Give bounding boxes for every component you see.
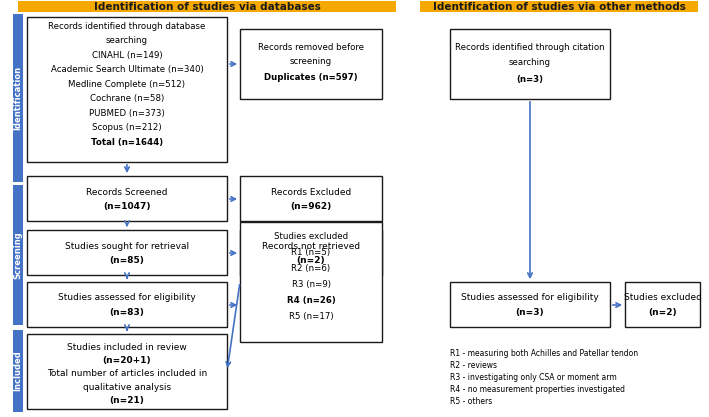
Text: CINAHL (n=149): CINAHL (n=149) <box>91 50 162 60</box>
Text: Scopus (n=212): Scopus (n=212) <box>92 123 162 132</box>
Text: Records Screened: Records Screened <box>86 188 168 196</box>
Text: Studies excluded: Studies excluded <box>274 231 348 241</box>
Bar <box>13 185 23 325</box>
Text: searching: searching <box>509 58 551 66</box>
Text: Identification of studies via databases: Identification of studies via databases <box>94 2 320 12</box>
Text: Included: Included <box>13 351 23 392</box>
Text: Academic Search Ultimate (n=340): Academic Search Ultimate (n=340) <box>50 65 203 74</box>
Bar <box>18 1 396 12</box>
Text: Identification: Identification <box>13 66 23 130</box>
Text: Identification of studies via other methods: Identification of studies via other meth… <box>432 2 686 12</box>
Text: (n=85): (n=85) <box>110 256 145 264</box>
Bar <box>27 17 227 162</box>
Text: Cochrane (n=58): Cochrane (n=58) <box>90 94 164 103</box>
Text: Studies assessed for eligibility: Studies assessed for eligibility <box>58 294 196 302</box>
Bar <box>27 230 227 275</box>
Text: Total (n=1644): Total (n=1644) <box>91 138 163 146</box>
Text: Medline Complete (n=512): Medline Complete (n=512) <box>69 80 186 88</box>
Bar <box>27 282 227 327</box>
Text: Records identified through citation: Records identified through citation <box>455 43 605 52</box>
Text: (n=962): (n=962) <box>291 201 332 211</box>
Bar <box>13 14 23 182</box>
Bar <box>450 29 610 99</box>
Text: R2 - reviews: R2 - reviews <box>450 361 497 370</box>
Bar <box>240 29 382 99</box>
Text: R3 - investigating only CSA or moment arm: R3 - investigating only CSA or moment ar… <box>450 373 617 382</box>
Text: PUBMED (n=373): PUBMED (n=373) <box>89 108 165 118</box>
Text: (n=20+1): (n=20+1) <box>103 357 151 365</box>
Text: screening: screening <box>290 56 332 65</box>
Text: searching: searching <box>106 36 148 45</box>
Bar <box>240 176 382 221</box>
Text: R4 (n=26): R4 (n=26) <box>286 296 335 304</box>
Bar <box>27 176 227 221</box>
Text: (n=83): (n=83) <box>110 307 145 317</box>
Text: (n=3): (n=3) <box>515 307 545 317</box>
Text: R5 (n=17): R5 (n=17) <box>289 311 333 321</box>
Bar <box>27 334 227 409</box>
Text: Studies sought for retrieval: Studies sought for retrieval <box>65 241 189 251</box>
Text: R4 - no measurement properties investigated: R4 - no measurement properties investiga… <box>450 385 625 394</box>
Text: Records removed before: Records removed before <box>258 43 364 52</box>
Text: Duplicates (n=597): Duplicates (n=597) <box>264 73 358 81</box>
Text: R1 (n=5): R1 (n=5) <box>291 248 330 256</box>
Text: (n=3): (n=3) <box>516 75 544 83</box>
Text: (n=2): (n=2) <box>648 307 677 317</box>
Bar <box>240 222 382 342</box>
Bar <box>240 230 382 275</box>
Text: (n=1047): (n=1047) <box>104 201 151 211</box>
Text: qualitative analysis: qualitative analysis <box>83 382 171 392</box>
Text: Studies assessed for eligibility: Studies assessed for eligibility <box>461 294 599 302</box>
Text: (n=21): (n=21) <box>110 395 145 404</box>
Text: Studies excluded: Studies excluded <box>623 294 701 302</box>
Text: Records not retrieved: Records not retrieved <box>262 241 360 251</box>
Text: R1 - measuring both Achilles and Patellar tendon: R1 - measuring both Achilles and Patella… <box>450 349 638 358</box>
Text: Screening: Screening <box>13 231 23 279</box>
Bar <box>13 330 23 412</box>
Text: Records identified through database: Records identified through database <box>48 22 206 30</box>
Bar <box>625 282 700 327</box>
Text: Total number of articles included in: Total number of articles included in <box>47 369 207 379</box>
Text: R2 (n=6): R2 (n=6) <box>291 264 330 272</box>
Text: R3 (n=9): R3 (n=9) <box>291 279 330 289</box>
Bar <box>420 1 698 12</box>
Text: Records Excluded: Records Excluded <box>271 188 351 196</box>
Text: (n=2): (n=2) <box>296 256 325 264</box>
Text: R5 - others: R5 - others <box>450 397 492 406</box>
Bar <box>450 282 610 327</box>
Text: Studies included in review: Studies included in review <box>67 344 187 352</box>
